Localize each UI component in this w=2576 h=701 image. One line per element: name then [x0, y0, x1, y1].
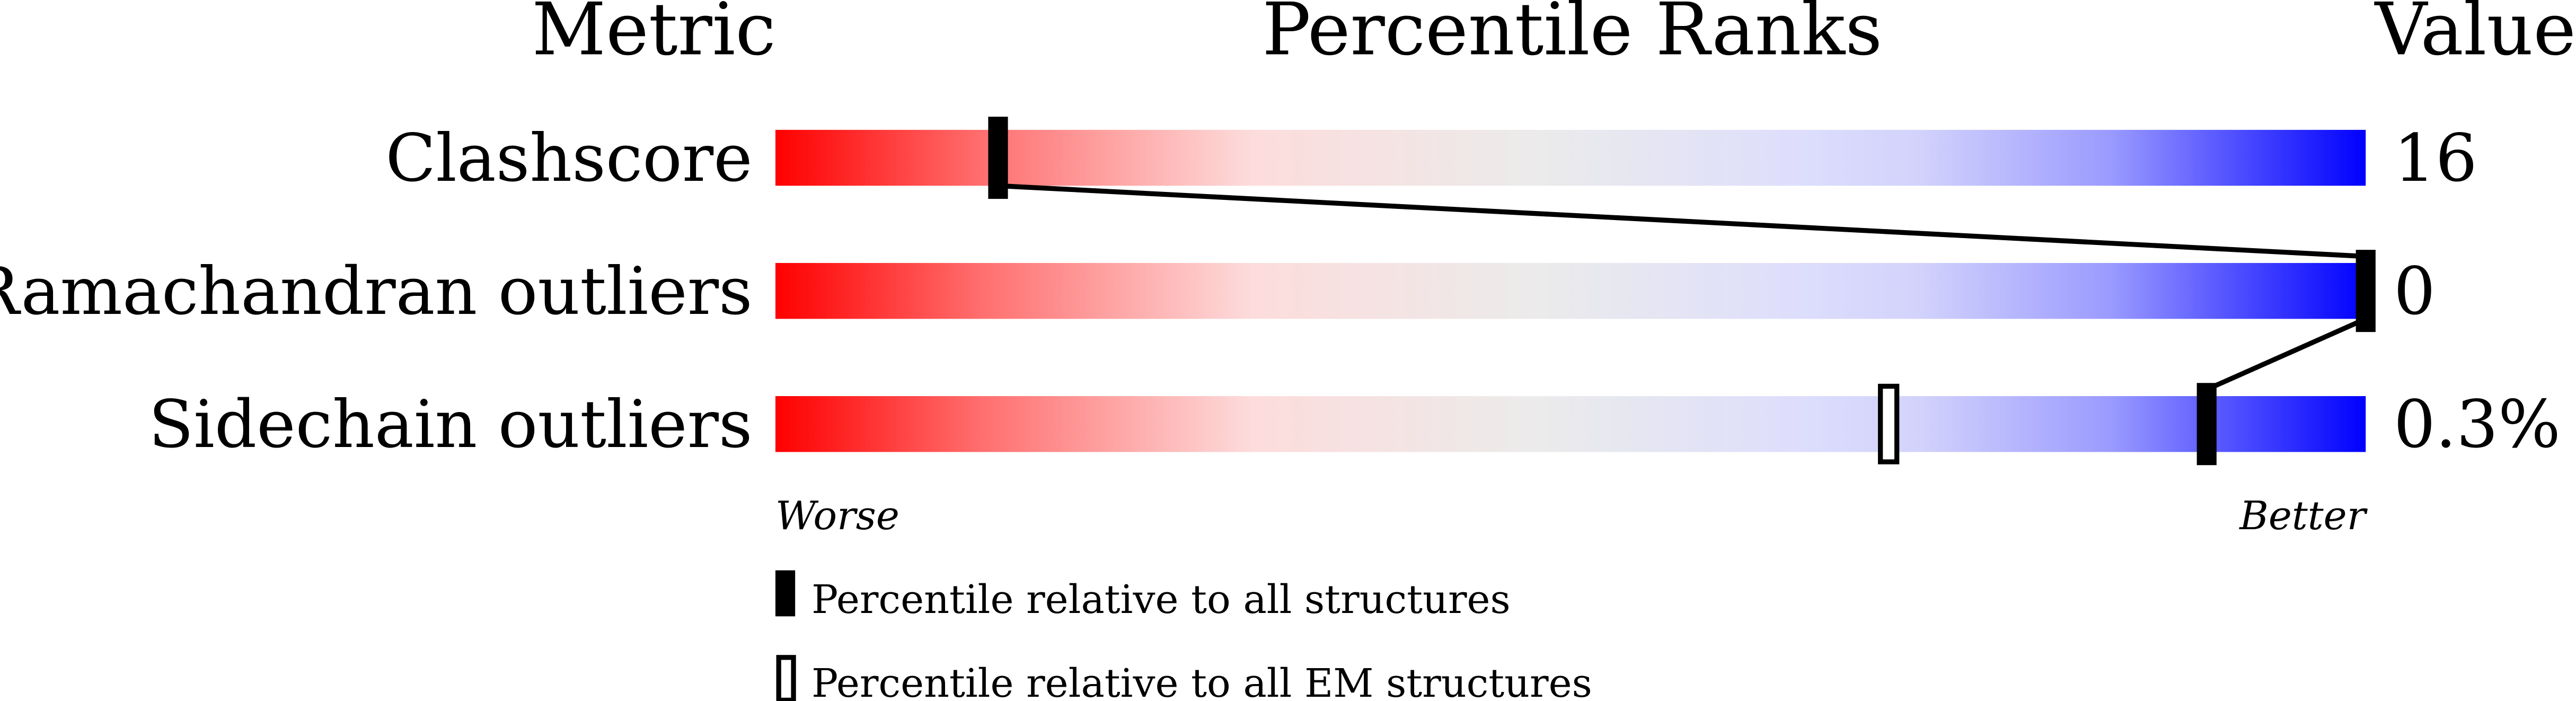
- header-value: Value: [2374, 0, 2576, 72]
- connector-line: [2206, 317, 2367, 392]
- metric-label: Ramachandran outliers: [0, 253, 753, 330]
- axis-label-better: Better: [2238, 493, 2368, 539]
- header-percentile-ranks: Percentile Ranks: [1262, 0, 1882, 72]
- legend-open-marker-icon: [776, 655, 796, 701]
- metric-row: Sidechain outliers 0.3%: [148, 387, 2561, 463]
- metric-row: Ramachandran outliers 0: [0, 253, 2436, 330]
- connector-line: [998, 183, 2366, 259]
- marker-em: [1878, 383, 1900, 465]
- marker-all: [988, 117, 1008, 199]
- metric-value: 16: [2394, 120, 2477, 197]
- metric-value: 0: [2394, 253, 2436, 330]
- legend-label-all: Percentile relative to all structures: [811, 576, 1511, 623]
- axis-label-worse: Worse: [775, 493, 899, 539]
- marker-all: [2356, 250, 2376, 332]
- metric-label: Sidechain outliers: [148, 387, 752, 463]
- legend-label-em: Percentile relative to all EM structures: [811, 660, 1592, 701]
- legend-filled-marker-icon: [775, 570, 796, 617]
- metric-label: Clashscore: [385, 120, 752, 197]
- marker-all: [2196, 383, 2217, 466]
- metric-value: 0.3%: [2394, 387, 2561, 463]
- header-metric: Metric: [532, 0, 775, 72]
- percentile-bar: [775, 262, 2366, 319]
- metric-row: Clashscore 16: [385, 120, 2477, 197]
- percentile-bar: [775, 129, 2366, 186]
- percentile-bar: [775, 396, 2366, 452]
